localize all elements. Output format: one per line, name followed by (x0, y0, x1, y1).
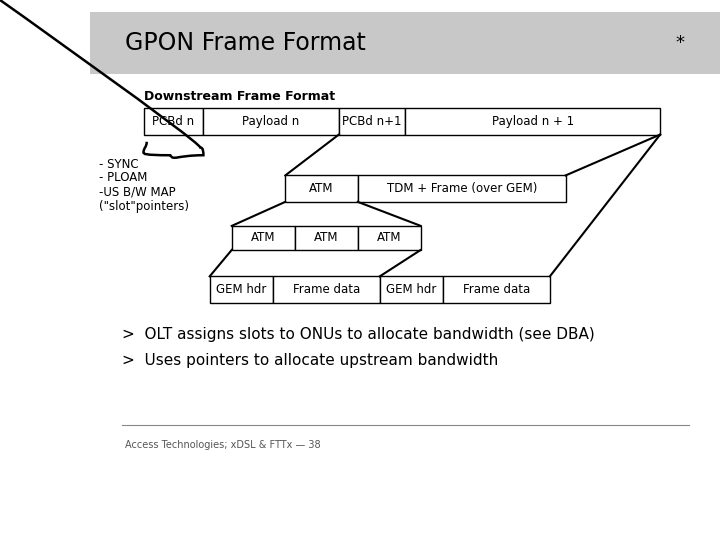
Text: ATM: ATM (310, 182, 334, 195)
Bar (232, 226, 294, 250)
Bar (143, 108, 204, 134)
Text: >  Uses pointers to allocate upstream bandwidth: > Uses pointers to allocate upstream ban… (122, 353, 498, 368)
Text: PCBd n: PCBd n (153, 115, 194, 128)
Text: Payload n: Payload n (243, 115, 300, 128)
Text: ATM: ATM (314, 232, 338, 245)
Text: ATM: ATM (377, 232, 402, 245)
Text: TDM + Frame (over GEM): TDM + Frame (over GEM) (387, 182, 537, 195)
Bar (339, 108, 405, 134)
Text: ("slot"pointers): ("slot"pointers) (99, 200, 189, 213)
Bar (358, 176, 566, 202)
Text: Downstream Frame Format: Downstream Frame Format (143, 90, 335, 103)
Text: GEM hdr: GEM hdr (216, 283, 266, 296)
Bar (294, 226, 358, 250)
Bar (358, 226, 420, 250)
Bar (273, 276, 380, 303)
Text: Payload n + 1: Payload n + 1 (492, 115, 574, 128)
Text: GPON Frame Format: GPON Frame Format (125, 31, 366, 55)
Bar (443, 276, 550, 303)
Text: >  OLT assigns slots to ONUs to allocate bandwidth (see DBA): > OLT assigns slots to ONUs to allocate … (122, 327, 594, 341)
Text: ATM: ATM (251, 232, 276, 245)
Bar (210, 276, 273, 303)
Bar (285, 176, 358, 202)
Text: -US B/W MAP: -US B/W MAP (99, 186, 176, 199)
Text: PCBd n+1: PCBd n+1 (342, 115, 402, 128)
Text: Frame data: Frame data (463, 283, 530, 296)
Text: - PLOAM: - PLOAM (99, 171, 148, 184)
Text: - SYNC: - SYNC (99, 158, 139, 171)
Bar (203, 108, 339, 134)
Text: Access Technologies; xDSL & FTTx — 38: Access Technologies; xDSL & FTTx — 38 (125, 440, 320, 450)
Text: GEM hdr: GEM hdr (386, 283, 436, 296)
Bar (405, 108, 660, 134)
Text: *: * (676, 34, 685, 52)
Bar (90, 12, 720, 75)
Text: Frame data: Frame data (292, 283, 360, 296)
Bar (380, 276, 443, 303)
